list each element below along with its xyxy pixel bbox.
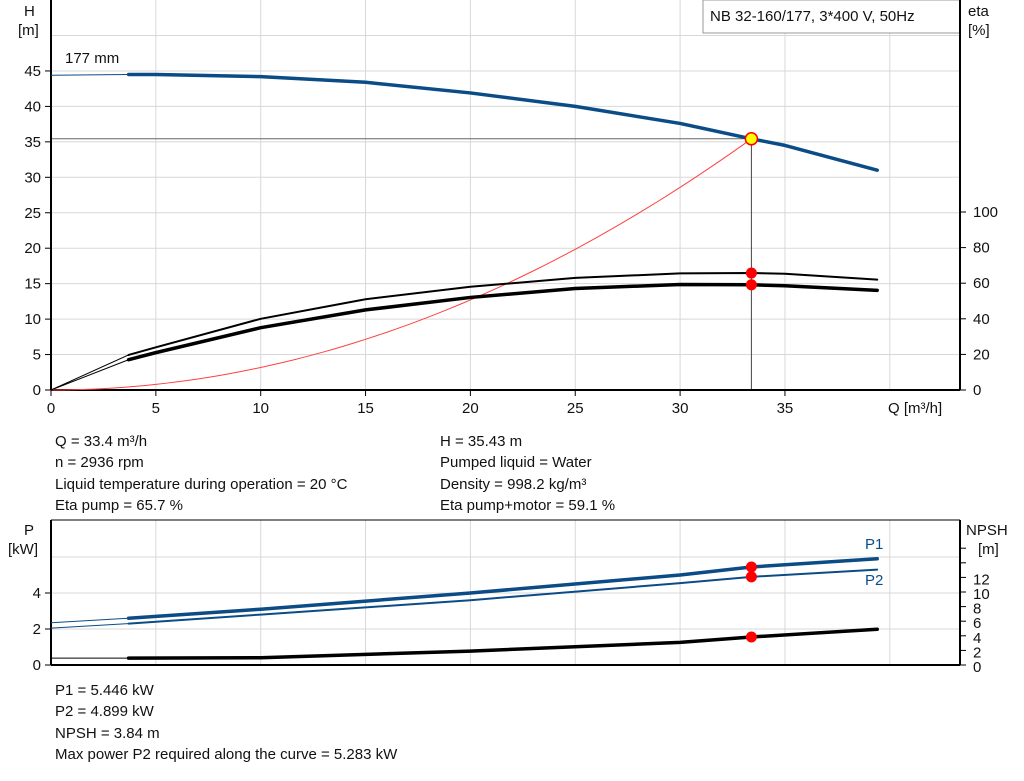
x-tick-label: 25 — [567, 400, 584, 417]
x-tick-label: 10 — [252, 400, 269, 417]
x-tick-label: 30 — [672, 400, 689, 417]
head-extrapolated — [50, 73, 129, 76]
p1-curve — [126, 557, 879, 620]
info-eta-pump: Eta pump = 65.7 % — [55, 497, 183, 514]
info-p1: P1 = 5.446 kW — [55, 682, 155, 699]
y-axis-label-H: H — [24, 3, 35, 20]
p2-extrapolated — [50, 623, 129, 629]
y-tick-label: 0 — [33, 382, 41, 399]
y-tick-label: 30 — [24, 169, 41, 186]
x-axis-label: Q [m³/h] — [888, 400, 942, 417]
x-tick-label: 15 — [357, 400, 374, 417]
info-max-p2: Max power P2 required along the curve = … — [55, 746, 398, 763]
y-tick-label: 45 — [24, 63, 41, 80]
eta-pump-motor-curve — [126, 282, 879, 362]
y2-axis-unit-NPSH: [m] — [978, 541, 999, 558]
eta-pump-motor-extrapolated — [50, 359, 129, 391]
info-q: Q = 33.4 m³/h — [55, 433, 147, 450]
y-tick-label: 10 — [24, 311, 41, 328]
impeller-label: 177 mm — [65, 50, 119, 67]
head-duty-point — [744, 132, 759, 146]
x-tick-label: 20 — [462, 400, 479, 417]
title-box — [702, 0, 961, 34]
chart-title: NB 32-160/177, 3*400 V, 50Hz — [710, 8, 915, 25]
info-temp: Liquid temperature during operation = 20… — [55, 476, 348, 493]
p-tick-label: 0 — [33, 657, 41, 674]
y2-axis-label-NPSH: NPSH — [966, 522, 1008, 539]
npsh-tick-label: 4 — [973, 630, 981, 647]
p-tick-label: 2 — [33, 621, 41, 638]
npsh-tick-label: 0 — [973, 659, 981, 676]
y-axis-label-P: P — [24, 522, 34, 539]
head-curve — [126, 72, 879, 172]
info-npsh: NPSH = 3.84 m — [55, 725, 160, 742]
eta-pump-extrapolated — [50, 354, 129, 391]
p-tick-label: 4 — [33, 585, 41, 602]
y2-tick-label: 100 — [973, 204, 998, 221]
info-liquid: Pumped liquid = Water — [440, 454, 592, 471]
y2-axis-label-eta: eta — [968, 3, 990, 20]
p2-curve — [127, 568, 879, 625]
info-p2: P2 = 4.899 kW — [55, 703, 155, 720]
y2-tick-label: 60 — [973, 275, 990, 292]
y-axis-unit-H: [m] — [18, 22, 39, 39]
x-tick-label: 5 — [152, 400, 160, 417]
series-label-P2: P2 — [865, 572, 883, 589]
eta-pump-duty-point — [745, 267, 757, 279]
series-label-P1: P1 — [865, 536, 883, 553]
y-tick-label: 25 — [24, 205, 41, 222]
info-density: Density = 998.2 kg/m³ — [440, 476, 586, 493]
y-axis-unit-P: [kW] — [8, 541, 38, 558]
npsh-tick-label: 6 — [973, 615, 981, 632]
x-tick-label: 0 — [47, 400, 55, 417]
y2-tick-label: 40 — [973, 311, 990, 328]
y2-tick-label: 0 — [973, 382, 981, 399]
info-n: n = 2936 rpm — [55, 454, 144, 471]
npsh-tick-label: 10 — [973, 586, 990, 603]
system-curve — [50, 138, 752, 391]
x-tick-label: 35 — [777, 400, 794, 417]
npsh-curve — [126, 627, 879, 660]
p1-duty-point — [745, 561, 757, 573]
y2-axis-unit-eta: [%] — [968, 22, 990, 39]
info-h: H = 35.43 m — [440, 433, 522, 450]
y-tick-label: 5 — [33, 347, 41, 364]
npsh-duty-point — [745, 631, 757, 643]
npsh-tick-label: 8 — [973, 601, 981, 618]
p2-duty-point — [745, 571, 757, 583]
npsh-tick-label: 12 — [973, 571, 990, 588]
y2-tick-label: 20 — [973, 346, 990, 363]
eta-pump-curve — [127, 272, 879, 356]
npsh-tick-label: 2 — [973, 644, 981, 661]
info-eta-pump-motor: Eta pump+motor = 59.1 % — [440, 497, 615, 514]
y-tick-label: 15 — [24, 276, 41, 293]
p1-extrapolated — [50, 617, 129, 624]
y-tick-label: 35 — [24, 134, 41, 151]
y-tick-label: 20 — [24, 240, 41, 257]
eta-pump-motor-duty-point — [745, 279, 757, 291]
y-tick-label: 40 — [24, 98, 41, 115]
y2-tick-label: 80 — [973, 240, 990, 257]
